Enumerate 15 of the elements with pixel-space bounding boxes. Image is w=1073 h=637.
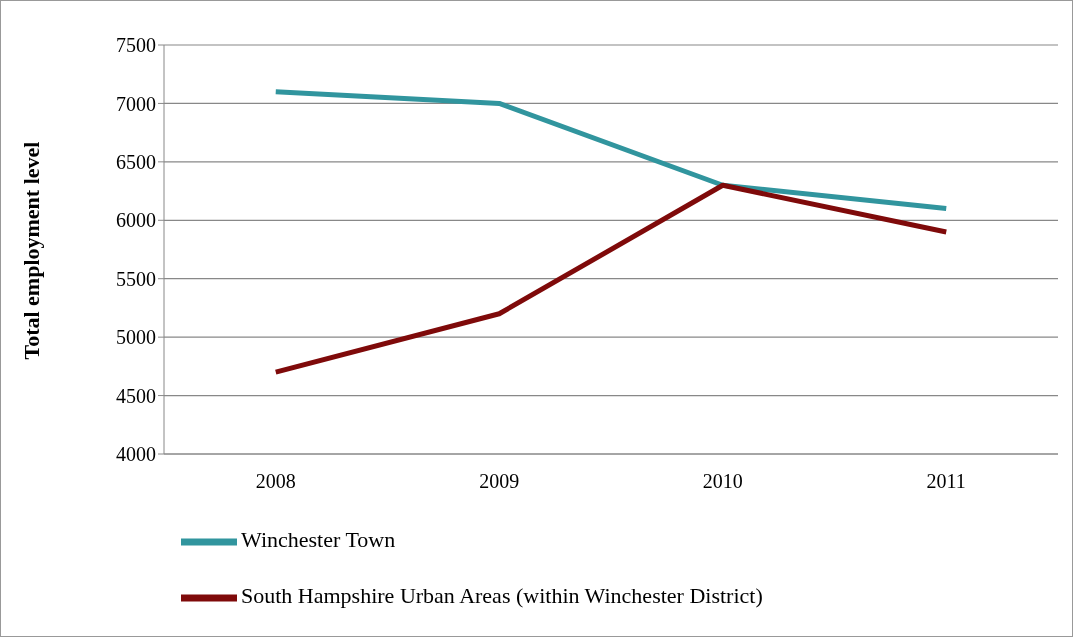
legend-label: South Hampshire Urban Areas (within Winchester District)	[241, 583, 763, 609]
y-tick-label: 6000	[116, 209, 156, 232]
y-tick-label: 5500	[116, 267, 156, 290]
y-tick-label: 5000	[116, 326, 156, 349]
y-tick-label: 7500	[116, 34, 156, 57]
x-tick-label: 2009	[479, 470, 520, 493]
y-tick-label: 4000	[116, 443, 156, 466]
x-tick-label: 2008	[255, 470, 296, 493]
y-tick-label: 4500	[116, 384, 156, 407]
x-tick-label: 2010	[702, 470, 743, 493]
x-tick-label: 2011	[926, 470, 966, 493]
y-tick-label: 6500	[116, 150, 156, 173]
legend-label: Winchester Town	[241, 527, 396, 553]
y-tick-label: 7000	[116, 92, 156, 115]
y-axis-title: Total employment level	[18, 141, 44, 360]
